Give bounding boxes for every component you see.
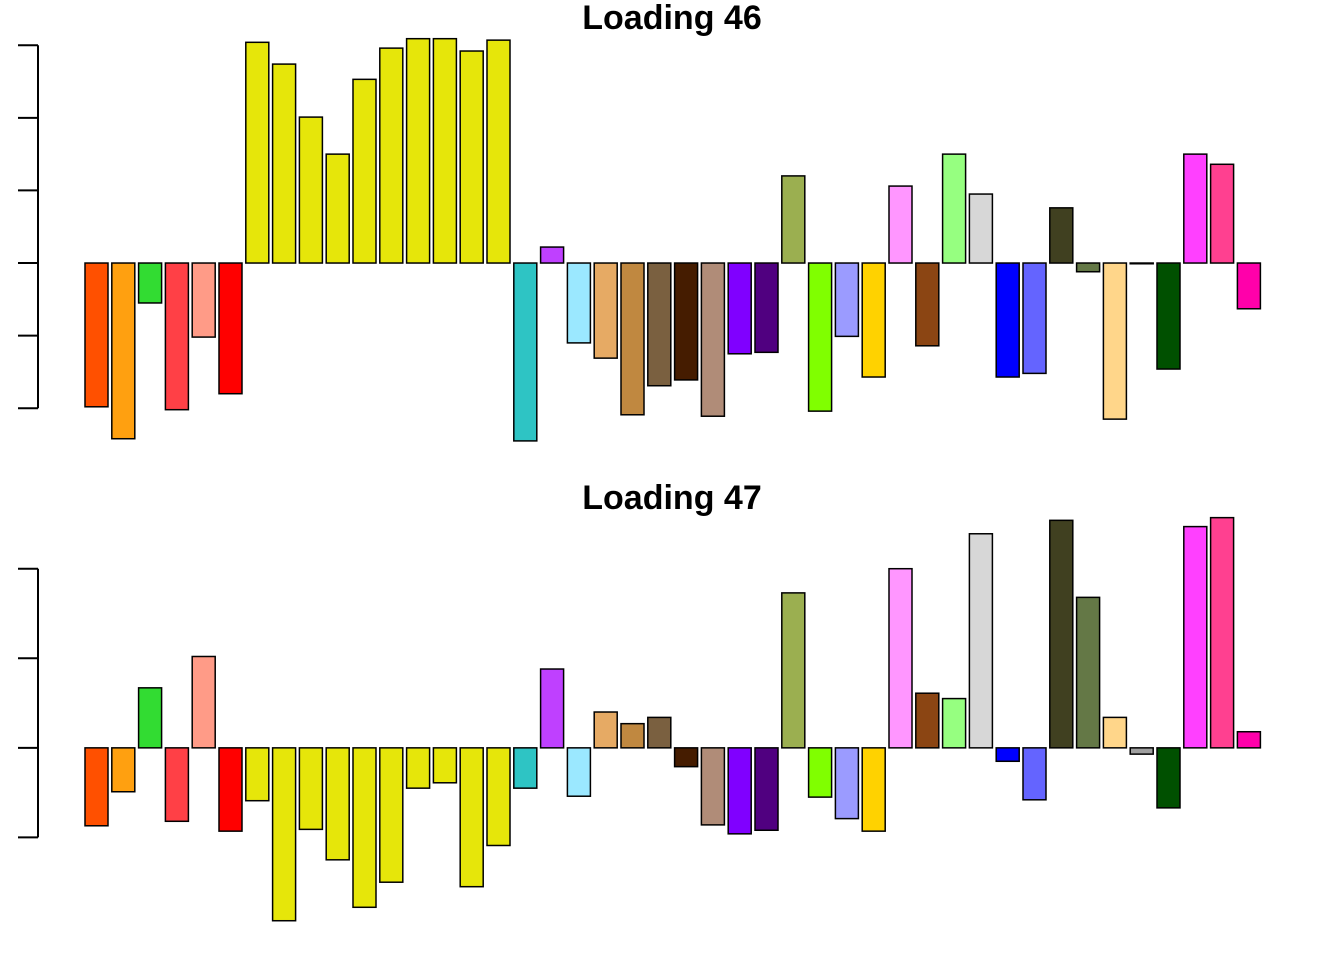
bar	[995, 747, 1020, 763]
bar	[164, 262, 190, 411]
bar	[1102, 262, 1128, 420]
bar	[486, 39, 511, 264]
bar	[1236, 730, 1262, 749]
bar	[298, 116, 324, 264]
bar	[111, 747, 136, 793]
bar	[1183, 153, 1208, 264]
bar	[888, 185, 913, 264]
bar	[941, 697, 967, 749]
bar	[861, 747, 886, 832]
bar	[620, 262, 645, 416]
bar	[1156, 747, 1181, 809]
bar	[1156, 262, 1181, 370]
bar	[459, 747, 484, 888]
bar	[1129, 747, 1154, 755]
bar	[1209, 163, 1235, 264]
bar	[593, 262, 618, 359]
bar	[995, 262, 1020, 378]
bar	[513, 262, 538, 442]
bar	[245, 747, 270, 802]
bar	[352, 747, 377, 909]
bar	[137, 687, 163, 749]
bar	[513, 747, 538, 789]
bar	[566, 747, 592, 797]
bar	[754, 262, 779, 354]
bar	[700, 747, 726, 826]
bar	[325, 747, 350, 861]
bar	[191, 262, 216, 338]
bar	[298, 747, 324, 831]
bar	[1075, 596, 1101, 749]
bar	[781, 175, 806, 264]
bar	[700, 262, 726, 417]
bar	[271, 747, 297, 922]
bar	[834, 747, 860, 820]
bar	[1049, 207, 1074, 264]
bar	[1129, 262, 1154, 265]
bar	[539, 668, 565, 749]
bar	[432, 37, 458, 264]
bar	[539, 246, 565, 264]
bar	[727, 262, 752, 355]
bar	[1183, 525, 1208, 749]
bar	[84, 262, 109, 408]
bar	[781, 592, 806, 749]
bar	[111, 262, 136, 440]
bar	[593, 711, 618, 749]
bar	[1049, 519, 1074, 749]
bar	[432, 747, 458, 784]
bar	[1209, 516, 1235, 749]
bar	[218, 747, 243, 832]
bar	[566, 262, 592, 344]
bar	[352, 78, 377, 264]
bar	[137, 262, 163, 304]
bar	[888, 567, 913, 749]
bar	[218, 262, 243, 395]
bar	[325, 153, 350, 264]
bar	[861, 262, 886, 378]
bar	[379, 47, 404, 264]
bar	[84, 747, 109, 827]
bar	[807, 262, 833, 412]
bar	[405, 37, 431, 264]
chart-title: Loading 46	[582, 0, 761, 37]
bar	[941, 153, 967, 264]
bar	[807, 747, 833, 798]
bar	[164, 747, 190, 823]
bar	[405, 747, 431, 789]
bar	[673, 747, 699, 768]
bar	[727, 747, 752, 835]
bar	[271, 63, 297, 264]
bar	[245, 41, 270, 264]
bar	[1075, 262, 1101, 273]
bar	[834, 262, 860, 338]
bar	[647, 716, 672, 749]
bar	[1102, 716, 1128, 749]
bar	[1236, 262, 1262, 310]
bar	[647, 262, 672, 387]
bar	[191, 655, 216, 749]
bar	[459, 50, 484, 264]
bar	[754, 747, 779, 832]
chart-title: Loading 47	[582, 479, 761, 517]
bar	[673, 262, 699, 381]
bar	[379, 747, 404, 883]
bar	[620, 722, 645, 749]
bar	[968, 533, 994, 749]
bar	[968, 193, 994, 264]
bar	[915, 692, 940, 749]
bar	[486, 747, 511, 847]
bar	[1022, 747, 1047, 801]
bar	[915, 262, 940, 347]
bar	[1022, 262, 1047, 375]
